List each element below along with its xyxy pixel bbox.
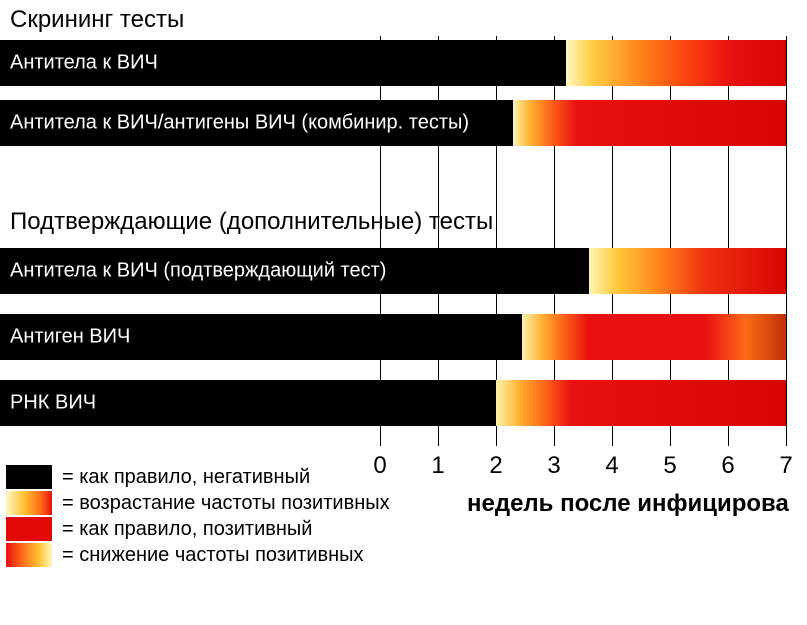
test-bar-confirm-antigen: Антиген ВИЧ	[0, 314, 800, 360]
test-bar-confirm-antibody: Антитела к ВИЧ (подтверждающий тест)	[0, 248, 800, 294]
bar-label: Антитела к ВИЧ/антигены ВИЧ (комбинир. т…	[10, 112, 469, 135]
test-bar-screening-combo: Антитела к ВИЧ/антигены ВИЧ (комбинир. т…	[0, 100, 800, 146]
legend-swatch	[6, 517, 52, 541]
legend-text: = как правило, позитивный	[62, 518, 312, 541]
legend: = как правило, негативный = возрастание ч…	[6, 464, 390, 568]
test-bar-screening-antibody: Антитела к ВИЧ	[0, 40, 800, 86]
bar-gradient-segment	[496, 380, 786, 426]
test-bar-confirm-rna: РНК ВИЧ	[0, 380, 800, 426]
bar-gradient-segment	[566, 40, 786, 86]
legend-row: = снижение частоты позитивных	[6, 542, 390, 568]
x-tick-label: 5	[663, 452, 676, 480]
bar-label: РНК ВИЧ	[10, 392, 96, 415]
x-tick-label: 3	[547, 452, 560, 480]
x-tick-label: 7	[779, 452, 792, 480]
legend-swatch	[6, 491, 52, 515]
hiv-test-timeline-chart: 01234567Скрининг тестыПодтверждающие (до…	[0, 0, 807, 625]
section-title: Подтверждающие (дополнительные) тесты	[10, 208, 493, 236]
bar-gradient-segment	[589, 248, 786, 294]
x-tick-label: 4	[605, 452, 618, 480]
bar-label: Антитела к ВИЧ (подтверждающий тест)	[10, 260, 386, 283]
x-tick-label: 6	[721, 452, 734, 480]
legend-text: = снижение частоты позитивных	[62, 544, 364, 567]
legend-text: = возрастание частоты позитивных	[62, 492, 390, 515]
legend-row: = возрастание частоты позитивных	[6, 490, 390, 516]
legend-text: = как правило, негативный	[62, 466, 310, 489]
bar-label: Антитела к ВИЧ	[10, 52, 158, 75]
legend-row: = как правило, негативный	[6, 464, 390, 490]
bar-label: Антиген ВИЧ	[10, 326, 130, 349]
bar-gradient-segment	[513, 100, 786, 146]
legend-row: = как правило, позитивный	[6, 516, 390, 542]
x-axis-title: недель после инфицирова	[467, 490, 789, 518]
legend-swatch	[6, 543, 52, 567]
x-tick-label: 1	[431, 452, 444, 480]
x-tick-label: 2	[489, 452, 502, 480]
section-title: Скрининг тесты	[10, 6, 184, 34]
bar-gradient-segment	[522, 314, 786, 360]
legend-swatch	[6, 465, 52, 489]
